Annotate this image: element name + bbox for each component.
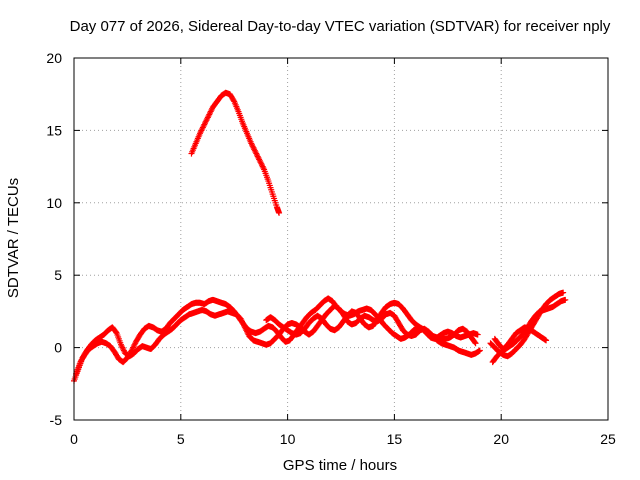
series-pass-f xyxy=(491,324,550,353)
x-tick-labels: 0 5 10 15 20 25 xyxy=(70,431,616,447)
y-tick-label: 0 xyxy=(54,340,62,356)
axis-ticks xyxy=(73,57,609,421)
x-tick-label: 15 xyxy=(387,431,403,447)
series-pass-e xyxy=(487,289,567,360)
data-point xyxy=(472,340,479,347)
x-tick-label: 25 xyxy=(600,431,616,447)
data-point xyxy=(560,289,567,296)
data-point xyxy=(543,337,550,344)
y-tick-label: 20 xyxy=(46,50,62,66)
data-point xyxy=(474,331,481,338)
data-point xyxy=(476,347,483,354)
data-point xyxy=(276,209,283,216)
series-pass-c xyxy=(263,299,479,347)
series-pass-high xyxy=(188,89,283,216)
x-tick-label: 10 xyxy=(280,431,296,447)
data-points xyxy=(71,89,569,384)
y-tick-label: 10 xyxy=(46,195,62,211)
y-tick-label: 15 xyxy=(46,122,62,138)
x-tick-label: 0 xyxy=(70,431,78,447)
data-point xyxy=(562,296,569,303)
y-tick-label: -5 xyxy=(50,412,63,428)
plot-area-frame xyxy=(73,57,609,421)
x-tick-label: 20 xyxy=(493,431,509,447)
y-axis-label: SDTVAR / TECUs xyxy=(5,178,22,298)
y-tick-labels: -5 0 5 10 15 20 xyxy=(46,50,62,428)
data-point xyxy=(471,339,478,346)
y-tick-label: 5 xyxy=(54,267,62,283)
chart-title: Day 077 of 2026, Sidereal Day-to-day VTE… xyxy=(70,18,611,35)
series-pass-b xyxy=(73,295,481,377)
x-tick-label: 5 xyxy=(177,431,185,447)
x-axis-label: GPS time / hours xyxy=(283,457,397,474)
